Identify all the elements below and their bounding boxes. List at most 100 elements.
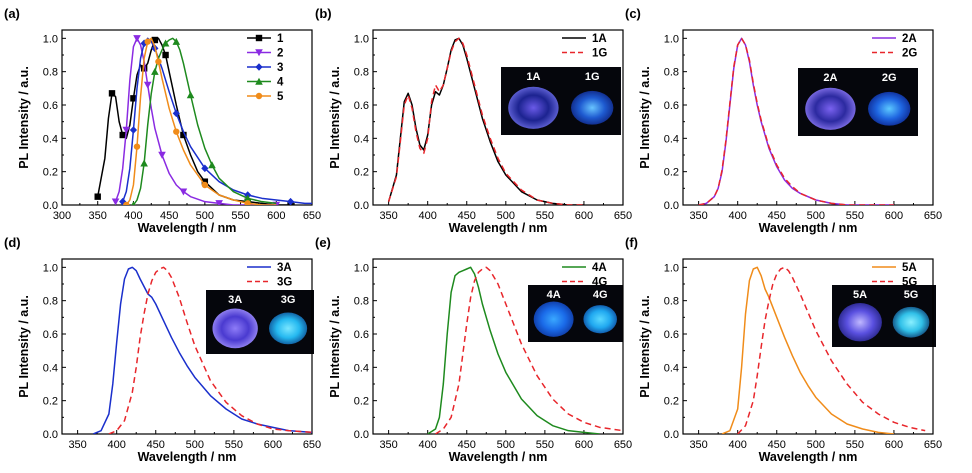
legend-label-3: 3: [277, 62, 283, 74]
x-axis-title: Wavelength / nm: [138, 450, 237, 464]
x-tick-label: 450: [147, 439, 165, 451]
y-tick-label: 0.6: [43, 100, 58, 112]
x-tick-label: 500: [196, 210, 214, 222]
data-point-5: [155, 58, 162, 65]
data-point-4: [243, 194, 252, 202]
y-tick-label: 0.8: [43, 67, 58, 79]
data-point-3: [172, 109, 180, 118]
inset-photo: 2A 2G: [798, 68, 918, 136]
x-tick-label: 650: [924, 439, 942, 451]
legend-label-4A: 4A: [592, 262, 607, 274]
x-tick-label: 400: [124, 210, 142, 222]
y-tick-label: 0.4: [354, 362, 369, 374]
legend-label-1: 1: [277, 33, 284, 45]
y-tick-label: 0.8: [354, 296, 369, 308]
plot-frame: [682, 258, 934, 435]
series-line-2: [114, 37, 277, 205]
y-tick-label: 0.2: [43, 167, 58, 179]
curves: [94, 35, 312, 205]
data-point-4: [208, 161, 216, 169]
x-tick-label: 550: [536, 439, 554, 451]
x-tick-label: 400: [729, 439, 747, 451]
x-tick-label: 550: [536, 210, 554, 222]
series-line-5: [125, 37, 277, 205]
inset-label-A: 1A: [526, 71, 540, 83]
x-axis-title: Wavelength / nm: [138, 221, 237, 235]
legend-label-2G: 2G: [902, 48, 917, 60]
x-tick-label: 500: [497, 439, 515, 451]
panel-label: (e): [315, 235, 331, 250]
y-tick-label: 0.2: [354, 167, 369, 179]
y-tick-label: 1.0: [43, 262, 58, 274]
y-axis-title: PL Intensity / a.u.: [17, 66, 31, 169]
y-tick-label: 0.2: [664, 396, 679, 408]
x-tick-label: 350: [689, 210, 707, 222]
y-tick-label: 0.2: [664, 167, 679, 179]
x-tick-label: 500: [186, 439, 204, 451]
data-point-1: [151, 36, 159, 44]
data-point-4: [161, 39, 170, 47]
data-point-2: [111, 198, 120, 205]
legend-label-1A: 1A: [592, 33, 607, 45]
x-tick-label: 650: [303, 439, 321, 451]
panel-label: (d): [4, 235, 21, 250]
plot-frame: [61, 29, 313, 206]
series-line-4A: [427, 266, 600, 434]
x-tick-label: 550: [231, 210, 249, 222]
x-tick-label: 600: [575, 439, 593, 451]
legend-marker-2: [255, 49, 263, 57]
x-tick-label: 550: [225, 439, 243, 451]
y-tick-label: 0.8: [664, 67, 679, 79]
inset-photo: 1A 1G: [501, 67, 621, 135]
y-tick-label: 0.6: [664, 329, 679, 341]
data-point-3: [286, 197, 295, 205]
y-tick-label: 0.8: [354, 67, 369, 79]
legend-label-5G: 5G: [902, 277, 917, 289]
series-line-5G: [737, 266, 926, 434]
series-line-1G: [387, 37, 584, 205]
y-tick-label: 0.0: [664, 429, 679, 441]
data-point-4: [172, 37, 181, 45]
y-tick-label: 0.6: [43, 329, 58, 341]
x-tick-label: 350: [68, 439, 86, 451]
series-line-3: [122, 37, 312, 205]
curves: [698, 37, 894, 205]
panel-d: 3A 3G 350 400 450 500 550 600 650 0.0 0.2 0.4 0.6 0.8…: [4, 235, 321, 464]
x-tick-label: 500: [807, 210, 825, 222]
legend: 1 2 3 4 5: [247, 33, 284, 103]
data-point-4: [186, 91, 195, 99]
data-point-2: [143, 81, 152, 89]
x-tick-label: 550: [846, 210, 864, 222]
inset-label-G: 5G: [904, 289, 919, 301]
data-point-1: [130, 95, 137, 102]
y-axis-title: PL Intensity / a.u.: [17, 295, 31, 398]
x-axis-title: Wavelength / nm: [759, 450, 858, 464]
sample-G-powder: [269, 312, 308, 345]
inset-label-A: 4A: [547, 289, 561, 301]
x-tick-label: 600: [885, 210, 903, 222]
data-point-4: [151, 67, 159, 75]
curves: [427, 266, 623, 434]
inset-photo: 5A 5G: [832, 285, 936, 347]
curves: [721, 266, 926, 434]
y-tick-label: 0.4: [43, 362, 58, 374]
y-tick-label: 0.0: [354, 429, 369, 441]
y-tick-label: 0.8: [664, 296, 679, 308]
data-point-2: [133, 35, 141, 43]
y-tick-label: 0.0: [43, 200, 58, 212]
data-point-3: [201, 164, 209, 173]
panel-c: 2A 2G 350 400 450 500 550 600 650 0.0 0.2 0.4 0.6 0.8…: [625, 6, 942, 235]
data-point-1: [140, 65, 148, 72]
data-point-2: [215, 200, 223, 205]
x-tick-label: 650: [303, 210, 321, 222]
data-point-5: [133, 143, 141, 150]
x-tick-label: 450: [160, 210, 178, 222]
x-tick-label: 600: [267, 210, 285, 222]
data-point-1: [162, 51, 169, 59]
data-point-3: [129, 126, 138, 134]
x-tick-label: 400: [419, 210, 437, 222]
sample-G-powder: [571, 90, 614, 125]
x-axis-title: Wavelength / nm: [759, 221, 858, 235]
y-tick-label: 0.0: [354, 200, 369, 212]
